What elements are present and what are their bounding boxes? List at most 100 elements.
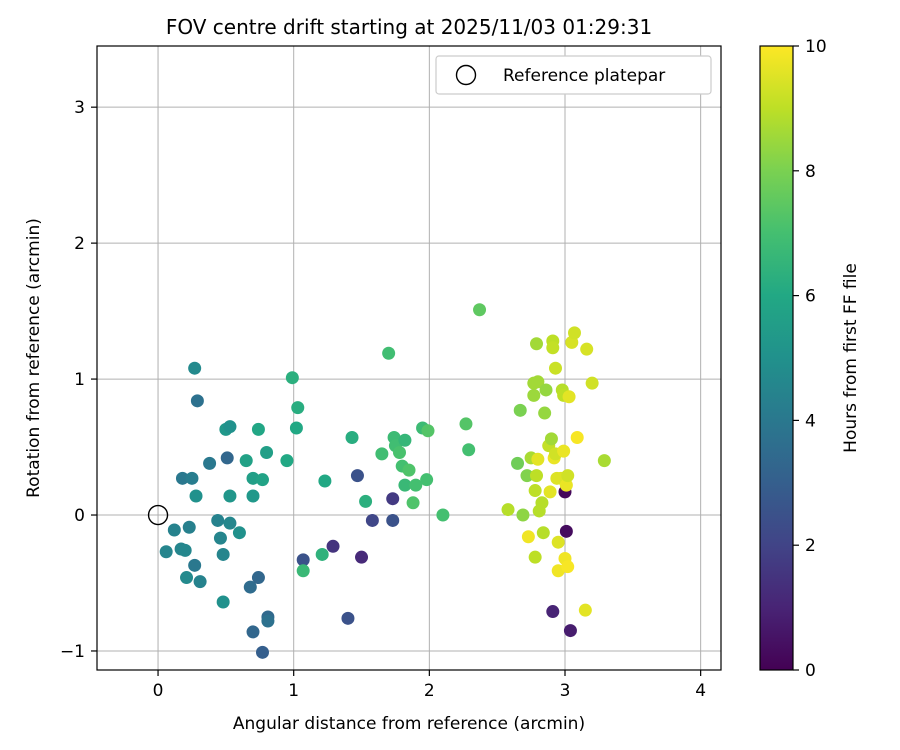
colorbar-tick-label: 4 (805, 411, 816, 431)
data-point (185, 471, 199, 485)
data-point (223, 489, 237, 503)
data-point (544, 432, 558, 446)
data-point (246, 625, 260, 639)
data-point (535, 496, 549, 510)
data-point (189, 489, 203, 503)
data-point (393, 445, 407, 459)
data-point (528, 550, 542, 564)
data-point (296, 564, 310, 578)
plot-frame (96, 45, 722, 671)
data-point (398, 433, 412, 447)
data-point (375, 447, 389, 461)
data-point (578, 603, 592, 617)
data-point (251, 422, 265, 436)
data-point (563, 624, 577, 638)
colorbar-label: Hours from first FF file (841, 263, 861, 453)
data-point (557, 444, 571, 458)
x-axis-label: Angular distance from reference (arcmin) (233, 714, 585, 734)
legend-label: Reference platepar (503, 66, 665, 86)
data-point (516, 508, 530, 522)
data-point (216, 547, 230, 561)
data-point (551, 535, 565, 549)
colorbar-tick-label: 2 (805, 536, 816, 556)
y-tick-label: 0 (74, 506, 85, 526)
data-point (527, 388, 541, 402)
data-point (167, 523, 181, 537)
colorbar: 0 2 4 6 8 10 Hours from first FF file (759, 37, 861, 681)
data-point (246, 471, 260, 485)
data-point (280, 454, 294, 468)
y-tick-label: 3 (74, 98, 85, 118)
data-point (420, 473, 434, 487)
chart-title: FOV centre drift starting at 2025/11/03 … (166, 15, 652, 39)
data-point (546, 605, 560, 619)
data-point (402, 463, 416, 477)
reference-platepar-marker (147, 504, 169, 526)
data-point (289, 421, 303, 435)
data-point (326, 539, 340, 553)
data-point (220, 451, 234, 465)
data-point (255, 645, 269, 659)
colorbar-ticks: 0 2 4 6 8 10 (793, 37, 827, 681)
data-point (188, 558, 202, 572)
data-point (211, 513, 225, 527)
data-point (382, 346, 396, 360)
x-tick-label: 1 (288, 681, 299, 701)
data-point (291, 401, 305, 415)
data-point (528, 484, 542, 498)
data-point (178, 543, 192, 557)
data-point (190, 394, 204, 408)
data-point (559, 524, 573, 538)
data-point (561, 560, 575, 574)
data-point (261, 614, 275, 628)
data-point (260, 445, 274, 459)
data-point (473, 303, 487, 317)
data-point (520, 469, 534, 483)
data-point (597, 454, 611, 468)
legend: Reference platepar (435, 55, 712, 95)
colorbar-tick-label: 8 (805, 162, 816, 182)
data-point (513, 403, 527, 417)
data-point (406, 496, 420, 510)
data-point (561, 469, 575, 483)
y-tick-label: −1 (60, 642, 85, 662)
data-point (193, 575, 207, 589)
data-point (232, 526, 246, 540)
data-point (562, 390, 576, 404)
data-point (543, 485, 557, 499)
legend-box (435, 55, 712, 95)
data-point (203, 456, 217, 470)
y-axis-ticks: −1 0 1 2 3 (60, 98, 97, 662)
data-point (341, 611, 355, 625)
colorbar-tick-label: 6 (805, 287, 816, 307)
data-point (365, 513, 379, 527)
data-point (188, 361, 202, 375)
data-point (296, 553, 310, 567)
data-point (182, 520, 196, 534)
data-point (511, 456, 525, 470)
data-point (436, 508, 450, 522)
data-point (538, 406, 552, 420)
data-point (530, 337, 544, 351)
data-point (359, 494, 373, 508)
data-point (521, 530, 535, 544)
colorbar-tick-label: 0 (805, 661, 816, 681)
data-point (546, 341, 560, 355)
data-point (239, 454, 253, 468)
data-point (345, 431, 359, 445)
data-point (318, 474, 332, 488)
data-point (570, 431, 584, 445)
data-point (251, 571, 265, 585)
x-tick-label: 2 (424, 681, 435, 701)
data-point (531, 375, 545, 389)
data-point (459, 417, 473, 431)
data-point (315, 547, 329, 561)
data-point (223, 420, 237, 434)
y-tick-label: 2 (74, 234, 85, 254)
data-point (539, 383, 553, 397)
data-point (421, 424, 435, 438)
data-point (243, 580, 257, 594)
data-point (409, 478, 423, 492)
x-tick-label: 0 (153, 681, 164, 701)
